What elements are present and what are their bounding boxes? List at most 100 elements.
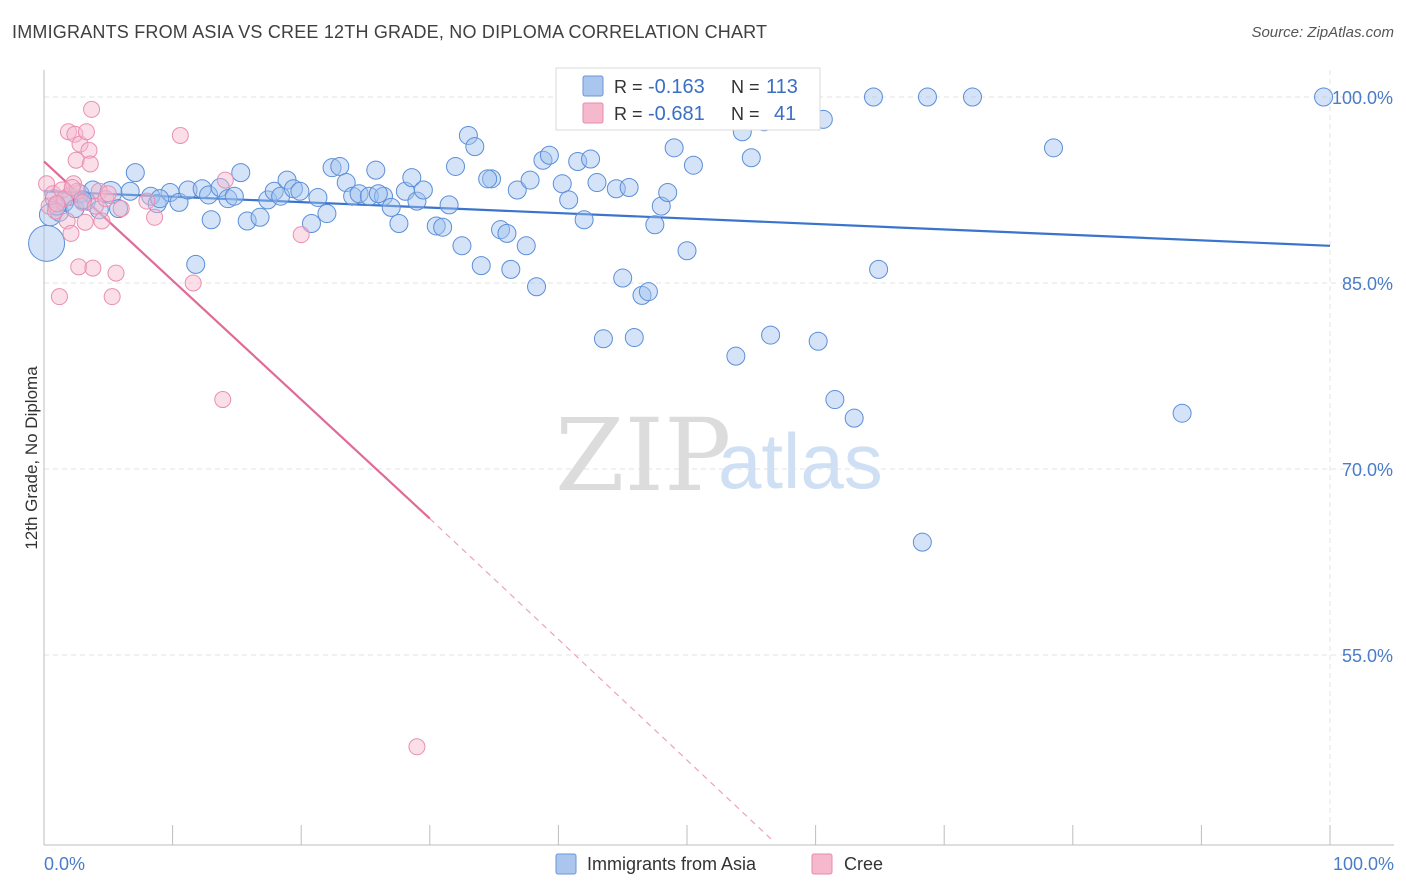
point-asia <box>869 259 889 279</box>
point-asia <box>308 187 328 207</box>
point-asia <box>619 178 639 198</box>
point-asia <box>201 210 221 230</box>
point-asia <box>912 532 932 552</box>
point-asia <box>658 182 678 202</box>
point-cree <box>83 100 101 118</box>
point-asia <box>741 148 761 168</box>
point-asia <box>237 211 257 231</box>
point-asia <box>516 236 536 256</box>
point-asia <box>825 390 845 410</box>
legend-r-label-pink: R = <box>614 104 643 124</box>
point-asia <box>478 169 498 189</box>
point-asia <box>587 173 607 193</box>
point-cree <box>76 213 94 231</box>
point-cree <box>81 155 99 173</box>
point-cree <box>77 123 95 141</box>
point-asia <box>497 223 517 243</box>
point-asia <box>413 180 433 200</box>
point-cree <box>80 141 98 159</box>
x-tick-label: 0.0% <box>44 854 85 874</box>
point-cree <box>112 200 130 218</box>
bottom-legend-swatch-cree <box>811 853 833 875</box>
x-tick-label: 100.0% <box>1333 854 1394 874</box>
point-asia <box>726 346 746 366</box>
series-legend: Immigrants from Asia Cree <box>555 853 883 875</box>
point-asia <box>507 180 527 200</box>
point-asia <box>1044 138 1064 158</box>
point-asia <box>581 149 601 169</box>
point-asia <box>330 156 350 176</box>
point-asia <box>224 186 244 206</box>
y-tick-label: 70.0% <box>1342 460 1393 480</box>
point-cree <box>84 259 102 277</box>
point-asia <box>317 204 337 224</box>
point-cree <box>74 193 92 211</box>
legend-n-label-pink: N = <box>731 104 760 124</box>
point-asia <box>301 213 321 233</box>
point-asia <box>552 174 572 194</box>
point-asia <box>426 216 446 236</box>
point-asia <box>539 145 559 165</box>
y-tick-label: 85.0% <box>1342 274 1393 294</box>
point-asia <box>533 150 553 170</box>
point-asia <box>150 189 170 209</box>
point-asia <box>374 186 394 206</box>
point-cree <box>138 192 156 210</box>
watermark-zip: ZIP <box>555 397 731 514</box>
point-asia <box>683 155 703 175</box>
point-cree <box>48 195 66 213</box>
point-asia <box>231 163 251 183</box>
legend-swatch-pink <box>582 102 604 124</box>
point-asia <box>624 328 644 348</box>
trend-line-cree-extension <box>429 518 774 842</box>
point-asia <box>761 325 781 345</box>
y-axis-label: 12th Grade, No Diploma <box>22 366 41 550</box>
point-asia <box>491 220 511 240</box>
point-asia <box>402 168 422 188</box>
point-asia <box>264 181 284 201</box>
point-cree <box>146 208 164 226</box>
point-asia <box>844 408 864 428</box>
point-asia <box>638 282 658 302</box>
axes <box>43 70 1394 846</box>
point-asia <box>407 191 427 211</box>
point-asia <box>962 87 982 107</box>
point-asia <box>186 254 206 274</box>
point-asia <box>458 125 478 145</box>
bottom-legend-label-cree: Cree <box>844 854 883 874</box>
point-asia <box>178 180 198 200</box>
point-cree <box>103 288 121 306</box>
correlation-legend: R = -0.163 N = 113 R = -0.681 N = 41 <box>555 67 821 131</box>
point-asia <box>290 181 310 201</box>
point-cree <box>63 179 81 197</box>
data-points <box>28 87 1334 756</box>
point-asia <box>613 268 633 288</box>
point-asia <box>389 213 409 233</box>
legend-n-value-blue: 113 <box>766 76 798 98</box>
legend-n-value-pink: 41 <box>774 103 796 125</box>
point-asia <box>199 185 219 205</box>
point-asia <box>808 331 828 351</box>
point-asia <box>368 184 388 204</box>
point-asia <box>250 207 270 227</box>
point-asia <box>863 87 883 107</box>
legend-swatch-blue <box>582 75 604 97</box>
legend-r-value-pink: -0.681 <box>648 103 705 125</box>
point-asia <box>439 195 459 215</box>
point-asia <box>446 156 466 176</box>
point-asia <box>574 210 594 230</box>
point-cree <box>62 224 80 242</box>
point-cree <box>50 288 68 306</box>
point-asia <box>452 236 472 256</box>
point-cree <box>171 126 189 144</box>
point-asia <box>1172 403 1192 423</box>
point-cree <box>408 738 426 756</box>
point-asia <box>632 285 652 305</box>
bottom-legend-label-asia: Immigrants from Asia <box>587 854 757 874</box>
point-asia <box>645 215 665 235</box>
point-asia <box>677 241 697 261</box>
point-cree <box>216 171 234 189</box>
point-asia <box>1314 87 1334 107</box>
point-asia <box>28 224 66 262</box>
